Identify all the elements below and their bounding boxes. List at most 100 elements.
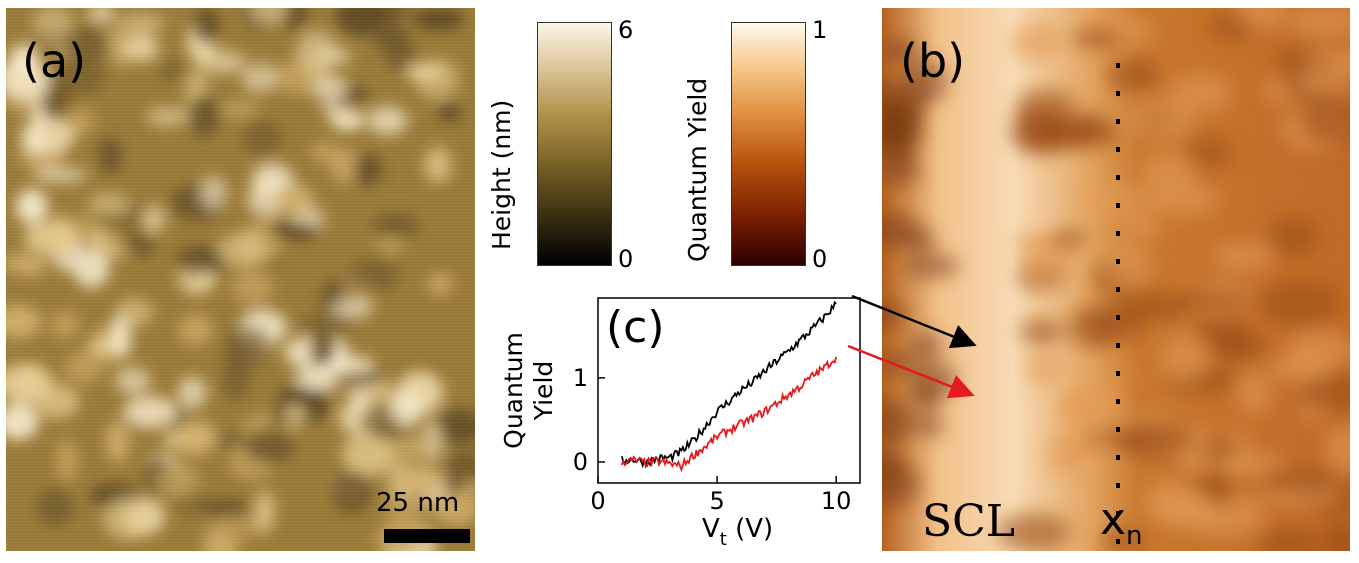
xn-boundary-dot: [1116, 371, 1120, 376]
chart-frame: [597, 297, 861, 484]
quantum-yield-map-domain: [1260, 465, 1341, 496]
quantum-yield-map-domain: [1184, 137, 1234, 168]
quantum-yield-colorbar: [731, 22, 806, 266]
xn-boundary-dot: [1116, 315, 1120, 320]
black-arrow: [851, 294, 977, 349]
height-colorbar-max: 6: [618, 16, 634, 44]
quantum-yield-map-domain: [1061, 439, 1117, 464]
quantum-yield-map-domain: [1237, 372, 1272, 415]
quantum-yield-map-domain: [1169, 74, 1233, 113]
xn-boundary-dot: [1116, 63, 1120, 68]
quantum-yield-map-domain: [1068, 303, 1120, 350]
quantum-yield-map-domain: [1214, 241, 1273, 271]
quantum-yield-map-domain: [1258, 279, 1340, 327]
quantum-yield-map-domain: [1323, 424, 1350, 472]
quantum-yield-map-domain: [1069, 111, 1109, 142]
height-map-image: [6, 8, 475, 551]
red-arrow: [847, 344, 975, 399]
quantum-yield-map-domain: [1014, 113, 1074, 155]
quantum-yield-map-domain: [1083, 183, 1158, 219]
quantum-yield-chart: 0 5 10 0 1 (c) Vt (V) Quantum Yield: [499, 297, 861, 550]
qy-colorbar-max: 1: [812, 16, 828, 44]
quantum-yield-map-domain: [882, 151, 920, 187]
xn-boundary-dot: [1116, 343, 1120, 348]
quantum-yield-map-domain: [1268, 216, 1318, 258]
quantum-yield-map-domain: [1120, 98, 1194, 141]
quantum-yield-map-domain: [1320, 520, 1350, 551]
quantum-yield-map-domain: [1297, 70, 1347, 91]
quantum-yield-map-domain: [882, 352, 913, 376]
quantum-yield-map-domain: [1299, 98, 1350, 146]
xn-boundary-dot: [1116, 539, 1120, 544]
xn-boundary-dot: [1116, 91, 1120, 96]
xn-label: xn: [1100, 498, 1143, 549]
xn-boundary-dot: [1116, 287, 1120, 292]
quantum-yield-map-domain: [1202, 467, 1237, 509]
quantum-yield-map-domain: [1104, 244, 1152, 287]
xn-boundary-dot: [1116, 399, 1120, 404]
quantum-yield-map-domain: [1287, 8, 1350, 39]
quantum-yield-map-domain: [1161, 334, 1208, 383]
quantum-yield-map-domain: [903, 253, 960, 279]
quantum-yield-map-image: [882, 8, 1350, 551]
xn-boundary-dot: [1116, 483, 1120, 488]
xn-boundary-dot: [1116, 147, 1120, 152]
quantum-yield-map-domain: [1010, 22, 1064, 62]
quantum-yield-map-domain: [907, 332, 944, 360]
x-tick-label: 10: [821, 487, 852, 515]
quantum-yield-map-domain: [1215, 314, 1252, 361]
xn-boundary-dot: [1116, 119, 1120, 124]
quantum-yield-map-domain: [1107, 58, 1160, 93]
xn-boundary-dot: [1116, 455, 1120, 460]
x-tick-label: 5: [709, 487, 724, 515]
quantum-yield-map-domain: [1050, 229, 1087, 250]
quantum-yield-map-domain: [882, 114, 922, 156]
quantum-yield-map-domain: [1063, 383, 1122, 431]
height-colorbar: [537, 22, 612, 266]
xn-label-main: x: [1100, 494, 1127, 545]
panel-b-label: (b): [900, 34, 966, 88]
y-tick-label: 1: [573, 364, 588, 392]
quantum-yield-map-domain: [882, 78, 925, 124]
quantum-yield-map-domain: [882, 38, 919, 64]
xn-boundary-dot: [1116, 511, 1120, 516]
panel-a-label: (a): [22, 34, 87, 88]
series-line-1: [620, 356, 838, 473]
x-tick-label: 0: [590, 487, 605, 515]
y-tick-label: 0: [573, 448, 588, 476]
quantum-yield-map-domain: [1139, 152, 1195, 193]
y-axis-label-line: Quantum: [499, 332, 528, 449]
qy-colorbar-min: 0: [812, 245, 828, 273]
scl-label: SCL: [922, 496, 1016, 547]
height-map-panel: (a): [6, 8, 475, 551]
quantum-yield-map-domain: [997, 512, 1071, 551]
height-colorbar-min: 0: [618, 245, 634, 273]
y-axis-label: Quantum Yield: [499, 332, 558, 449]
quantum-yield-map-domain: [1121, 214, 1163, 241]
quantum-yield-map-domain: [882, 399, 914, 446]
xn-boundary-dot: [1116, 427, 1120, 432]
quantum-yield-map-domain: [1101, 527, 1144, 551]
quantum-yield-map-domain: [1025, 352, 1061, 386]
scale-bar-label: 25 nm: [376, 488, 460, 518]
panel-c-label: (c): [606, 302, 665, 353]
y-axis-label-line: Yield: [529, 361, 558, 422]
quantum-yield-map-panel: (b) SCL xn: [882, 8, 1350, 551]
quantum-yield-map-domain: [1071, 27, 1124, 50]
quantum-yield-map-domain: [1257, 526, 1321, 551]
x-axis-label: Vt (V): [702, 514, 773, 550]
quantum-yield-map-domain: [882, 460, 920, 508]
xn-boundary-dot: [1116, 175, 1120, 180]
xn-boundary-dot: [1116, 259, 1120, 264]
quantum-yield-map-domain: [882, 212, 920, 249]
quantum-yield-map-domain: [1019, 318, 1064, 346]
quantum-yield-map-domain: [1199, 437, 1243, 461]
scale-bar: [384, 529, 470, 543]
quantum-yield-map-domain: [915, 414, 945, 438]
xn-label-sub: n: [1126, 520, 1143, 551]
xn-boundary-dot: [1116, 231, 1120, 236]
quantum-yield-map-domain: [1179, 288, 1248, 312]
quantum-yield-map-domain: [1267, 354, 1332, 383]
xn-boundary-dot: [1116, 203, 1120, 208]
